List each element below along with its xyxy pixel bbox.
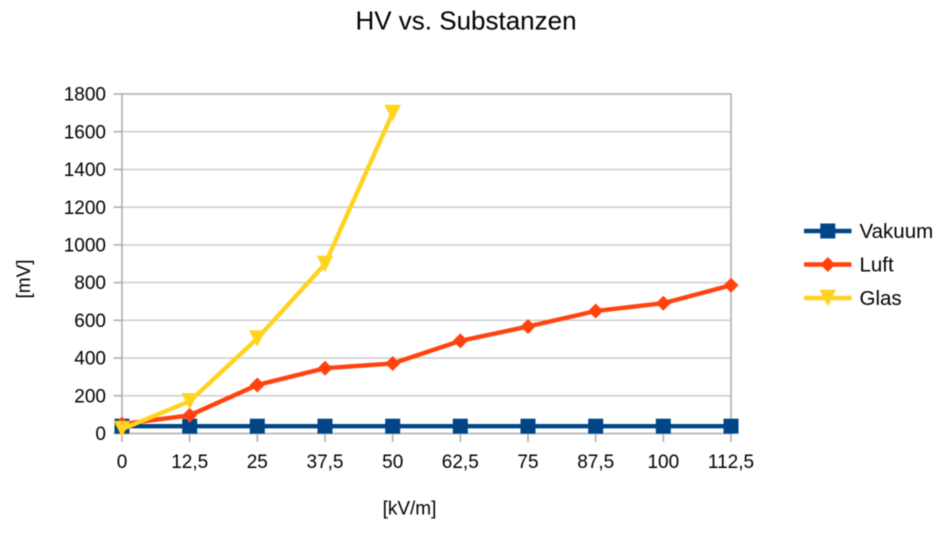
svg-text:600: 600 [74, 311, 106, 332]
svg-text:Luft: Luft [860, 254, 894, 277]
svg-text:62,5: 62,5 [442, 452, 479, 473]
svg-text:0: 0 [95, 424, 106, 445]
svg-text:75: 75 [517, 452, 538, 473]
svg-text:HV vs. Substanzen: HV vs. Substanzen [355, 5, 576, 35]
svg-text:25: 25 [247, 452, 268, 473]
svg-text:1800: 1800 [64, 85, 106, 106]
svg-text:400: 400 [74, 349, 106, 370]
svg-text:[mV]: [mV] [14, 259, 35, 298]
svg-text:100: 100 [647, 452, 679, 473]
svg-text:37,5: 37,5 [307, 452, 344, 473]
svg-text:800: 800 [74, 273, 106, 294]
svg-text:50: 50 [382, 452, 403, 473]
svg-text:1200: 1200 [64, 198, 106, 219]
svg-text:[kV/m]: [kV/m] [383, 499, 437, 520]
svg-text:12,5: 12,5 [171, 452, 208, 473]
svg-text:Glas: Glas [860, 287, 902, 310]
svg-text:1000: 1000 [64, 236, 106, 257]
svg-text:1400: 1400 [64, 160, 106, 181]
svg-text:1600: 1600 [64, 122, 106, 143]
svg-text:Vakuum: Vakuum [860, 220, 934, 243]
svg-text:112,5: 112,5 [708, 452, 754, 473]
svg-text:0: 0 [117, 452, 128, 473]
svg-text:87,5: 87,5 [577, 452, 614, 473]
svg-text:200: 200 [74, 386, 106, 407]
